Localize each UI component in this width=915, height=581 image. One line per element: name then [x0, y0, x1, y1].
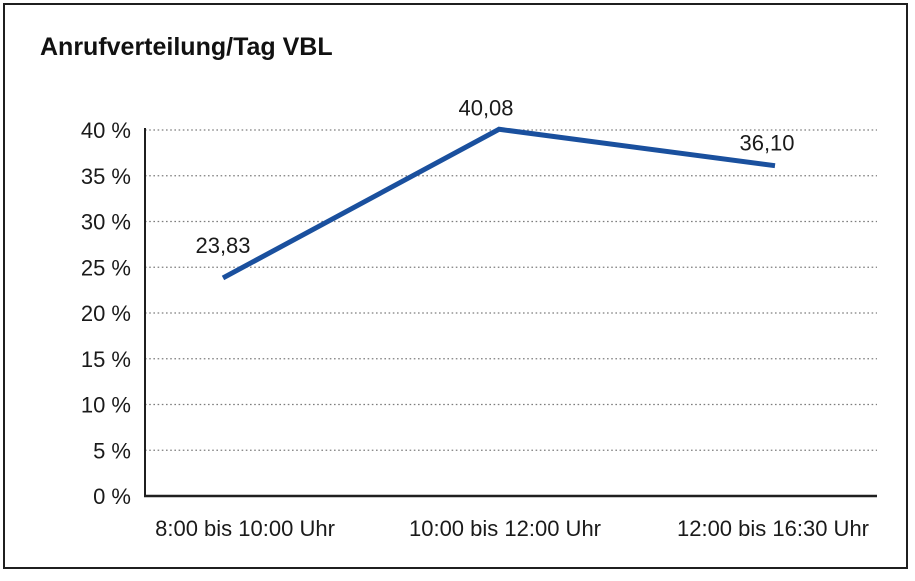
x-tick-label: 12:00 bis 16:30 Uhr — [677, 516, 869, 541]
y-tick-label: 30 % — [81, 210, 131, 235]
x-tick-label: 10:00 bis 12:00 Uhr — [409, 516, 601, 541]
x-tick-label: 8:00 bis 10:00 Uhr — [155, 516, 335, 541]
data-series-line — [221, 126, 776, 281]
data-point-label: 40,08 — [458, 95, 513, 120]
y-tick-label: 20 % — [81, 301, 131, 326]
line-chart: 0 % 5 % 10 % 15 % 20 % 25 % 30 % 35 % 40 % 8:00 b… — [81, 95, 877, 541]
y-tick-label: 5 % — [93, 438, 131, 463]
y-tick-label: 40 % — [81, 118, 131, 143]
data-point-label: 36,10 — [739, 131, 794, 156]
data-point-label: 23,83 — [195, 233, 250, 258]
y-tick-label: 10 % — [81, 393, 131, 418]
y-tick-label: 0 % — [93, 484, 131, 509]
y-tick-label: 15 % — [81, 347, 131, 372]
chart-frame: Anrufverteilung/Tag VBL 0 % 5 % 10 % 15 % 20… — [3, 3, 908, 569]
y-tick-label: 25 % — [81, 255, 131, 280]
chart-title: Anrufverteilung/Tag VBL — [40, 33, 333, 61]
y-tick-label: 35 % — [81, 164, 131, 189]
